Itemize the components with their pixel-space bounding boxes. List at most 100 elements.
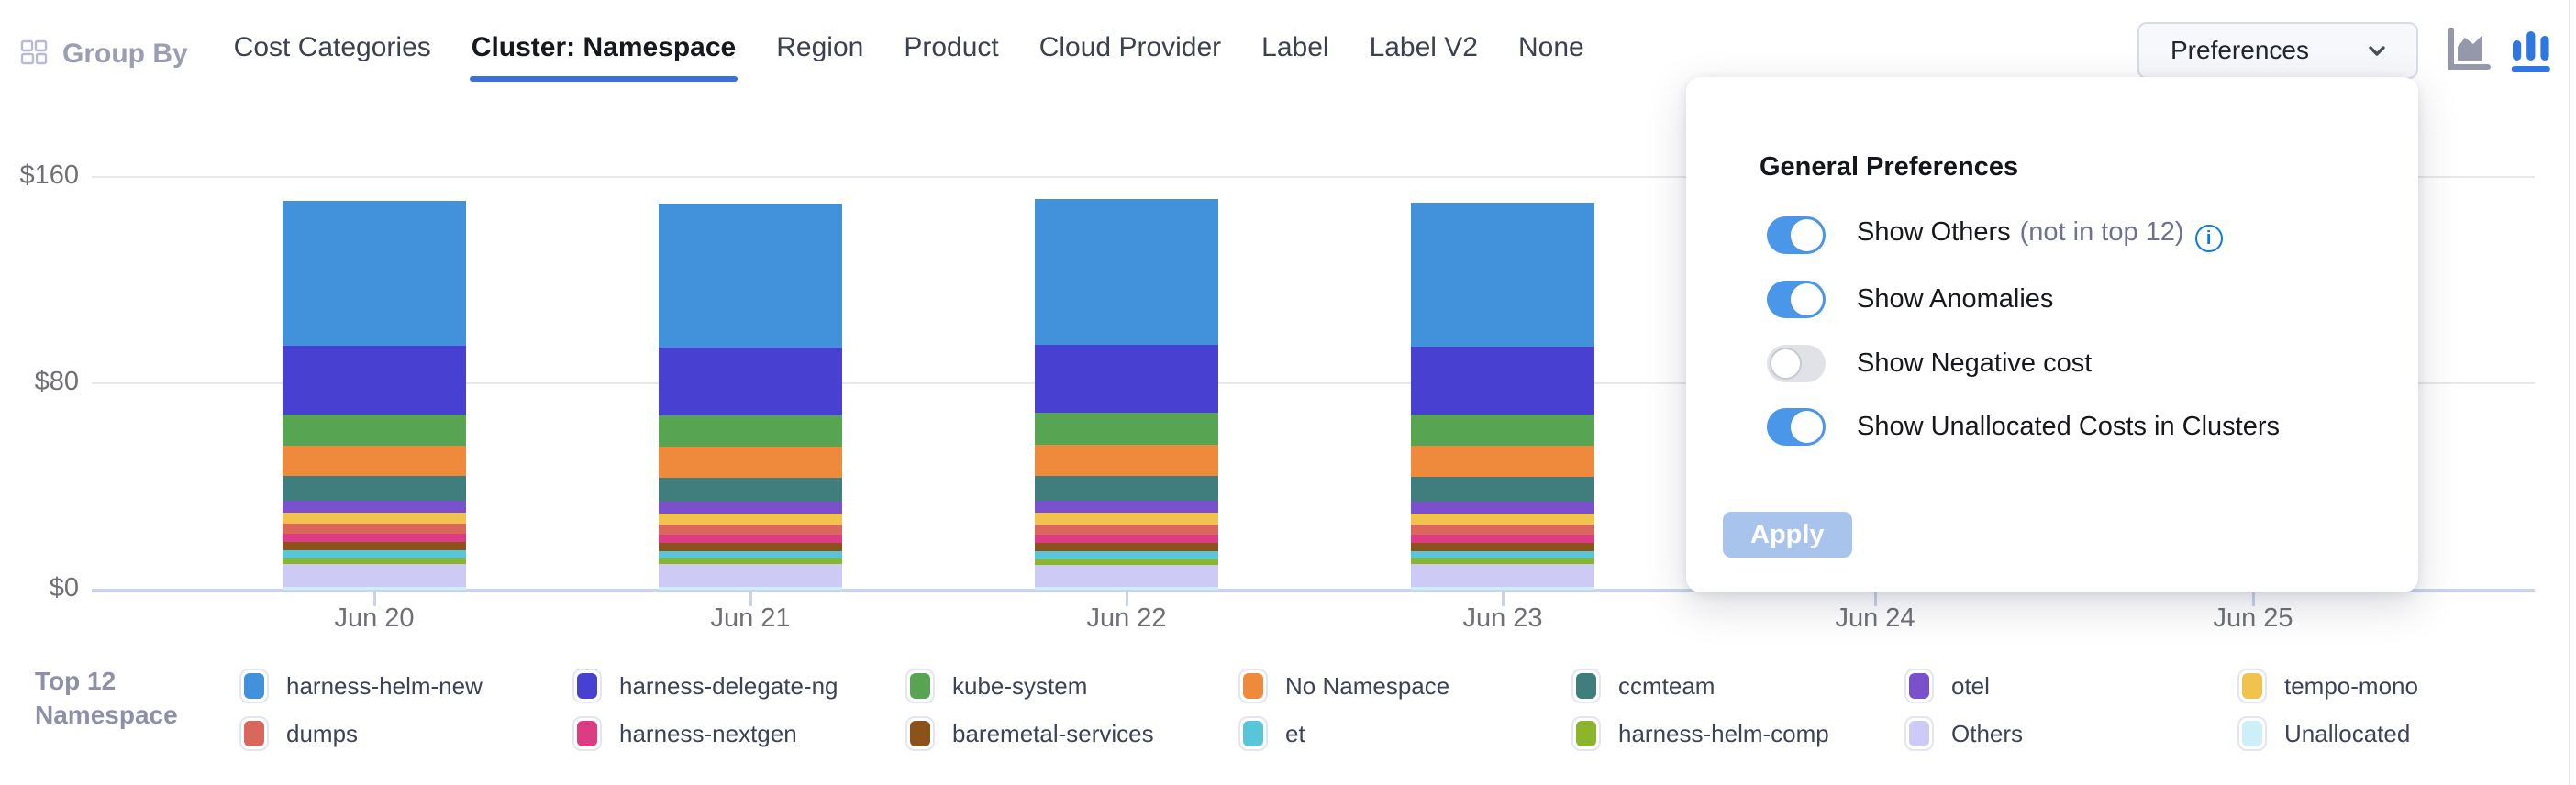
bar-segment-otel[interactable]	[1411, 501, 1594, 514]
toggle-switch-show-anomalies[interactable]	[1767, 280, 1826, 318]
bar-segment-ccmteam[interactable]	[659, 477, 842, 502]
bar-segment-tempo-mono[interactable]	[1035, 513, 1218, 525]
bar-segment-others[interactable]	[1035, 564, 1218, 587]
bar-segment-baremetal-services[interactable]	[659, 543, 842, 551]
legend-item-dumps[interactable]: dumps	[239, 716, 572, 751]
bar-segment-tempo-mono[interactable]	[659, 513, 842, 525]
bar-segment-no-namespace[interactable]	[1411, 446, 1594, 477]
bar-segment-dumps[interactable]	[283, 524, 466, 535]
bar-segment-dumps[interactable]	[659, 524, 842, 535]
bar-segment-harness-helm-comp[interactable]	[283, 558, 466, 565]
bar-segment-unallocated[interactable]	[659, 586, 842, 590]
bar-segment-others[interactable]	[659, 564, 842, 587]
toggle-knob	[1770, 347, 1802, 380]
group-by-control[interactable]: Group By	[20, 39, 188, 71]
bar-segment-baremetal-services[interactable]	[1035, 543, 1218, 552]
bar-jun-23[interactable]	[1411, 0, 1594, 590]
legend-color-chip	[2237, 669, 2267, 703]
scrollbar-track[interactable]	[2569, 0, 2570, 785]
toggle-switch-show-unallocated-costs-in-clusters[interactable]	[1767, 407, 1826, 446]
apply-button[interactable]: Apply	[1723, 512, 1852, 558]
area-chart-icon[interactable]	[2442, 24, 2495, 81]
toggle-row-show-anomalies: Show Anomalies	[1767, 278, 2053, 320]
legend-item-tempo-mono[interactable]: tempo-mono	[2237, 669, 2570, 703]
bar-segment-dumps[interactable]	[1411, 525, 1594, 535]
legend-item-harness-delegate-ng[interactable]: harness-delegate-ng	[572, 669, 905, 703]
legend-item-otel[interactable]: otel	[1904, 669, 2237, 703]
bar-segment-kube-system[interactable]	[1411, 415, 1594, 447]
bar-segment-unallocated[interactable]	[1035, 586, 1218, 590]
bar-segment-no-namespace[interactable]	[659, 447, 842, 478]
bar-segment-et[interactable]	[659, 550, 842, 559]
bar-segment-no-namespace[interactable]	[283, 445, 466, 477]
bar-segment-harness-nextgen[interactable]	[1035, 535, 1218, 544]
bar-jun-21[interactable]	[659, 0, 842, 590]
legend-item-no-namespace[interactable]: No Namespace	[1238, 669, 1571, 703]
bar-segment-harness-helm-comp[interactable]	[1035, 558, 1218, 565]
bar-segment-harness-delegate-ng[interactable]	[659, 347, 842, 415]
bar-segment-et[interactable]	[1411, 550, 1594, 559]
bar-segment-harness-delegate-ng[interactable]	[283, 345, 466, 415]
bar-segment-harness-delegate-ng[interactable]	[1035, 344, 1218, 414]
tab-product[interactable]: Product	[904, 32, 999, 62]
bar-segment-kube-system[interactable]	[659, 415, 842, 447]
bar-segment-kube-system[interactable]	[1035, 413, 1218, 446]
bar-segment-tempo-mono[interactable]	[283, 513, 466, 525]
legend-color-chip	[239, 716, 269, 751]
bar-segment-ccmteam[interactable]	[1411, 476, 1594, 502]
bar-segment-harness-delegate-ng[interactable]	[1411, 346, 1594, 415]
bar-segment-dumps[interactable]	[1035, 524, 1218, 535]
bar-segment-harness-helm-comp[interactable]	[1411, 558, 1594, 565]
bar-segment-harness-helm-new[interactable]	[1035, 198, 1218, 345]
bar-segment-harness-helm-new[interactable]	[659, 204, 842, 348]
tab-none[interactable]: None	[1518, 32, 1584, 62]
tab-cluster-namespace[interactable]: Cluster: Namespace	[469, 27, 738, 82]
bar-segment-tempo-mono[interactable]	[1411, 513, 1594, 525]
bar-segment-otel[interactable]	[1035, 500, 1218, 514]
bar-segment-harness-nextgen[interactable]	[1411, 535, 1594, 544]
bar-segment-no-namespace[interactable]	[1035, 445, 1218, 476]
info-icon[interactable]: i	[2194, 225, 2223, 253]
x-axis-label: Jun 21	[710, 603, 791, 633]
tab-region[interactable]: Region	[776, 32, 864, 62]
legend-item-harness-helm-new[interactable]: harness-helm-new	[239, 669, 572, 703]
bar-segment-ccmteam[interactable]	[1035, 475, 1218, 501]
bar-segment-otel[interactable]	[659, 501, 842, 514]
legend-item-harness-helm-comp[interactable]: harness-helm-comp	[1571, 716, 1904, 751]
bar-segment-harness-helm-comp[interactable]	[659, 558, 842, 565]
bar-segment-unallocated[interactable]	[283, 586, 466, 590]
legend-item-harness-nextgen[interactable]: harness-nextgen	[572, 716, 905, 751]
bar-segment-harness-helm-new[interactable]	[1411, 202, 1594, 347]
bar-segment-ccmteam[interactable]	[283, 476, 466, 502]
bar-segment-otel[interactable]	[283, 501, 466, 514]
bar-segment-et[interactable]	[283, 550, 466, 559]
tab-cloud-provider[interactable]: Cloud Provider	[1038, 32, 1222, 62]
bar-segment-harness-nextgen[interactable]	[283, 534, 466, 543]
toggle-switch-show-others[interactable]	[1767, 216, 1826, 254]
legend-item-label: tempo-mono	[2284, 671, 2418, 700]
tab-label[interactable]: Label	[1261, 32, 1329, 62]
bar-segment-harness-nextgen[interactable]	[659, 534, 842, 544]
preferences-dropdown-button[interactable]: Preferences	[2137, 22, 2418, 79]
legend-item-others[interactable]: Others	[1904, 716, 2237, 751]
legend-item-kube-system[interactable]: kube-system	[905, 669, 1238, 703]
bar-segment-baremetal-services[interactable]	[1411, 543, 1594, 551]
legend-item-ccmteam[interactable]: ccmteam	[1571, 669, 1904, 703]
bar-segment-others[interactable]	[1411, 564, 1594, 587]
bar-segment-kube-system[interactable]	[283, 414, 466, 446]
bar-jun-22[interactable]	[1035, 0, 1218, 590]
bar-segment-others[interactable]	[283, 564, 466, 587]
bar-segment-baremetal-services[interactable]	[283, 542, 466, 551]
bar-jun-20[interactable]	[283, 0, 466, 590]
bar-segment-unallocated[interactable]	[1411, 586, 1594, 590]
legend-item-et[interactable]: et	[1238, 716, 1571, 751]
bar-segment-et[interactable]	[1035, 551, 1218, 559]
bar-segment-harness-helm-new[interactable]	[283, 201, 466, 346]
tab-label-v2[interactable]: Label V2	[1369, 32, 1478, 62]
bar-chart-icon[interactable]	[2504, 24, 2558, 81]
legend-item-label: otel	[1951, 671, 1990, 700]
legend-item-unallocated[interactable]: Unallocated	[2237, 716, 2570, 751]
tab-cost-categories[interactable]: Cost Categories	[233, 32, 431, 62]
toggle-switch-show-negative-cost[interactable]	[1767, 344, 1826, 382]
legend-item-baremetal-services[interactable]: baremetal-services	[905, 716, 1238, 751]
